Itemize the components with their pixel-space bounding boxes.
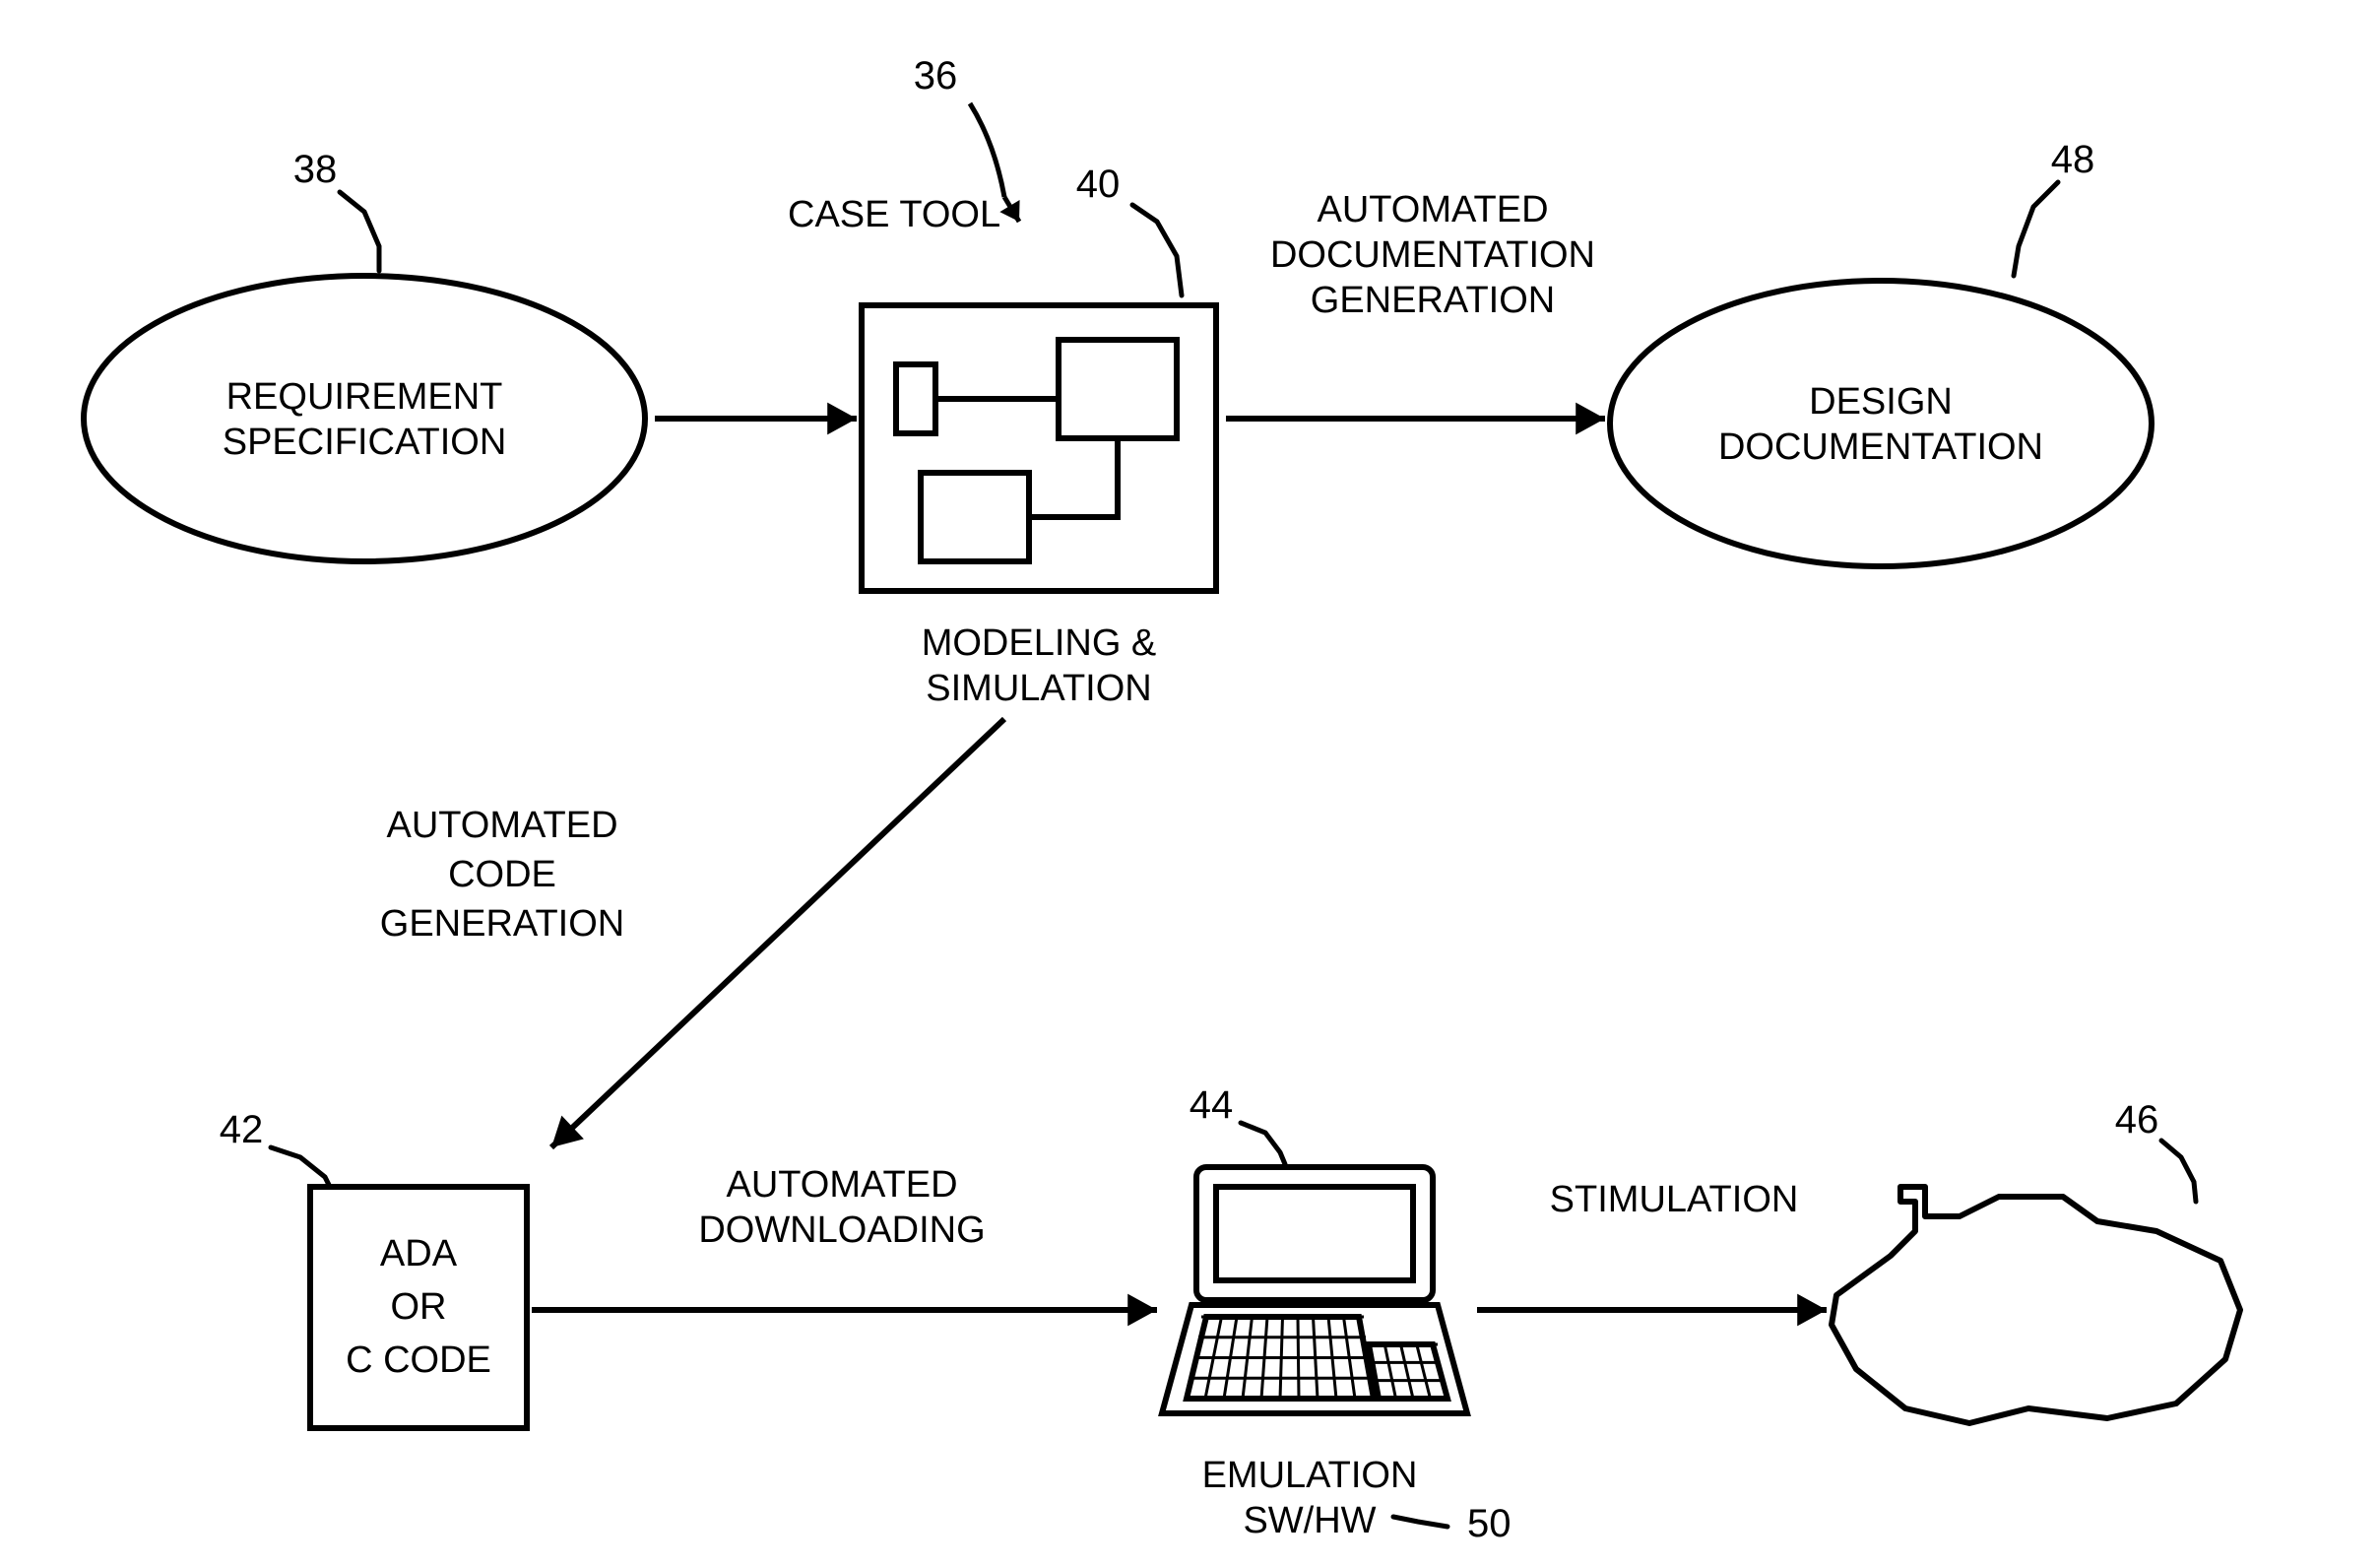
svg-text:SIMULATION: SIMULATION — [926, 668, 1151, 709]
svg-text:36: 36 — [914, 54, 958, 98]
svg-text:50: 50 — [1467, 1502, 1512, 1545]
svg-text:REQUIREMENT: REQUIREMENT — [226, 376, 503, 418]
svg-text:38: 38 — [293, 148, 338, 191]
svg-text:CASE TOOL: CASE TOOL — [788, 194, 1000, 235]
svg-text:DOCUMENTATION: DOCUMENTATION — [1270, 234, 1595, 276]
svg-text:AUTOMATED: AUTOMATED — [1317, 189, 1548, 230]
svg-text:DOWNLOADING: DOWNLOADING — [698, 1209, 985, 1251]
svg-text:EMULATION: EMULATION — [1202, 1455, 1418, 1496]
svg-text:42: 42 — [220, 1108, 264, 1151]
svg-text:46: 46 — [2115, 1098, 2159, 1142]
svg-text:SW/HW: SW/HW — [1243, 1500, 1376, 1541]
svg-text:40: 40 — [1076, 163, 1121, 206]
laptop-icon — [1162, 1167, 1467, 1413]
svg-text:48: 48 — [2051, 138, 2095, 181]
svg-text:DESIGN: DESIGN — [1809, 381, 1953, 423]
svg-text:CODE: CODE — [448, 854, 556, 895]
svg-text:AUTOMATED: AUTOMATED — [386, 805, 617, 846]
svg-text:GENERATION: GENERATION — [1311, 280, 1555, 321]
svg-text:AUTOMATED: AUTOMATED — [726, 1164, 957, 1206]
svg-text:44: 44 — [1190, 1083, 1234, 1127]
diagram-canvas: REQUIREMENTSPECIFICATION 38 MODELING &SIMU… — [0, 0, 2380, 1567]
svg-text:GENERATION: GENERATION — [380, 903, 624, 945]
svg-text:DOCUMENTATION: DOCUMENTATION — [1718, 426, 2043, 468]
svg-text:ADA: ADA — [380, 1233, 458, 1274]
svg-text:MODELING &: MODELING & — [922, 622, 1157, 664]
svg-text:OR: OR — [391, 1286, 447, 1328]
svg-text:SPECIFICATION: SPECIFICATION — [223, 422, 507, 463]
svg-text:STIMULATION: STIMULATION — [1550, 1179, 1799, 1220]
svg-text:C CODE: C CODE — [346, 1339, 491, 1381]
